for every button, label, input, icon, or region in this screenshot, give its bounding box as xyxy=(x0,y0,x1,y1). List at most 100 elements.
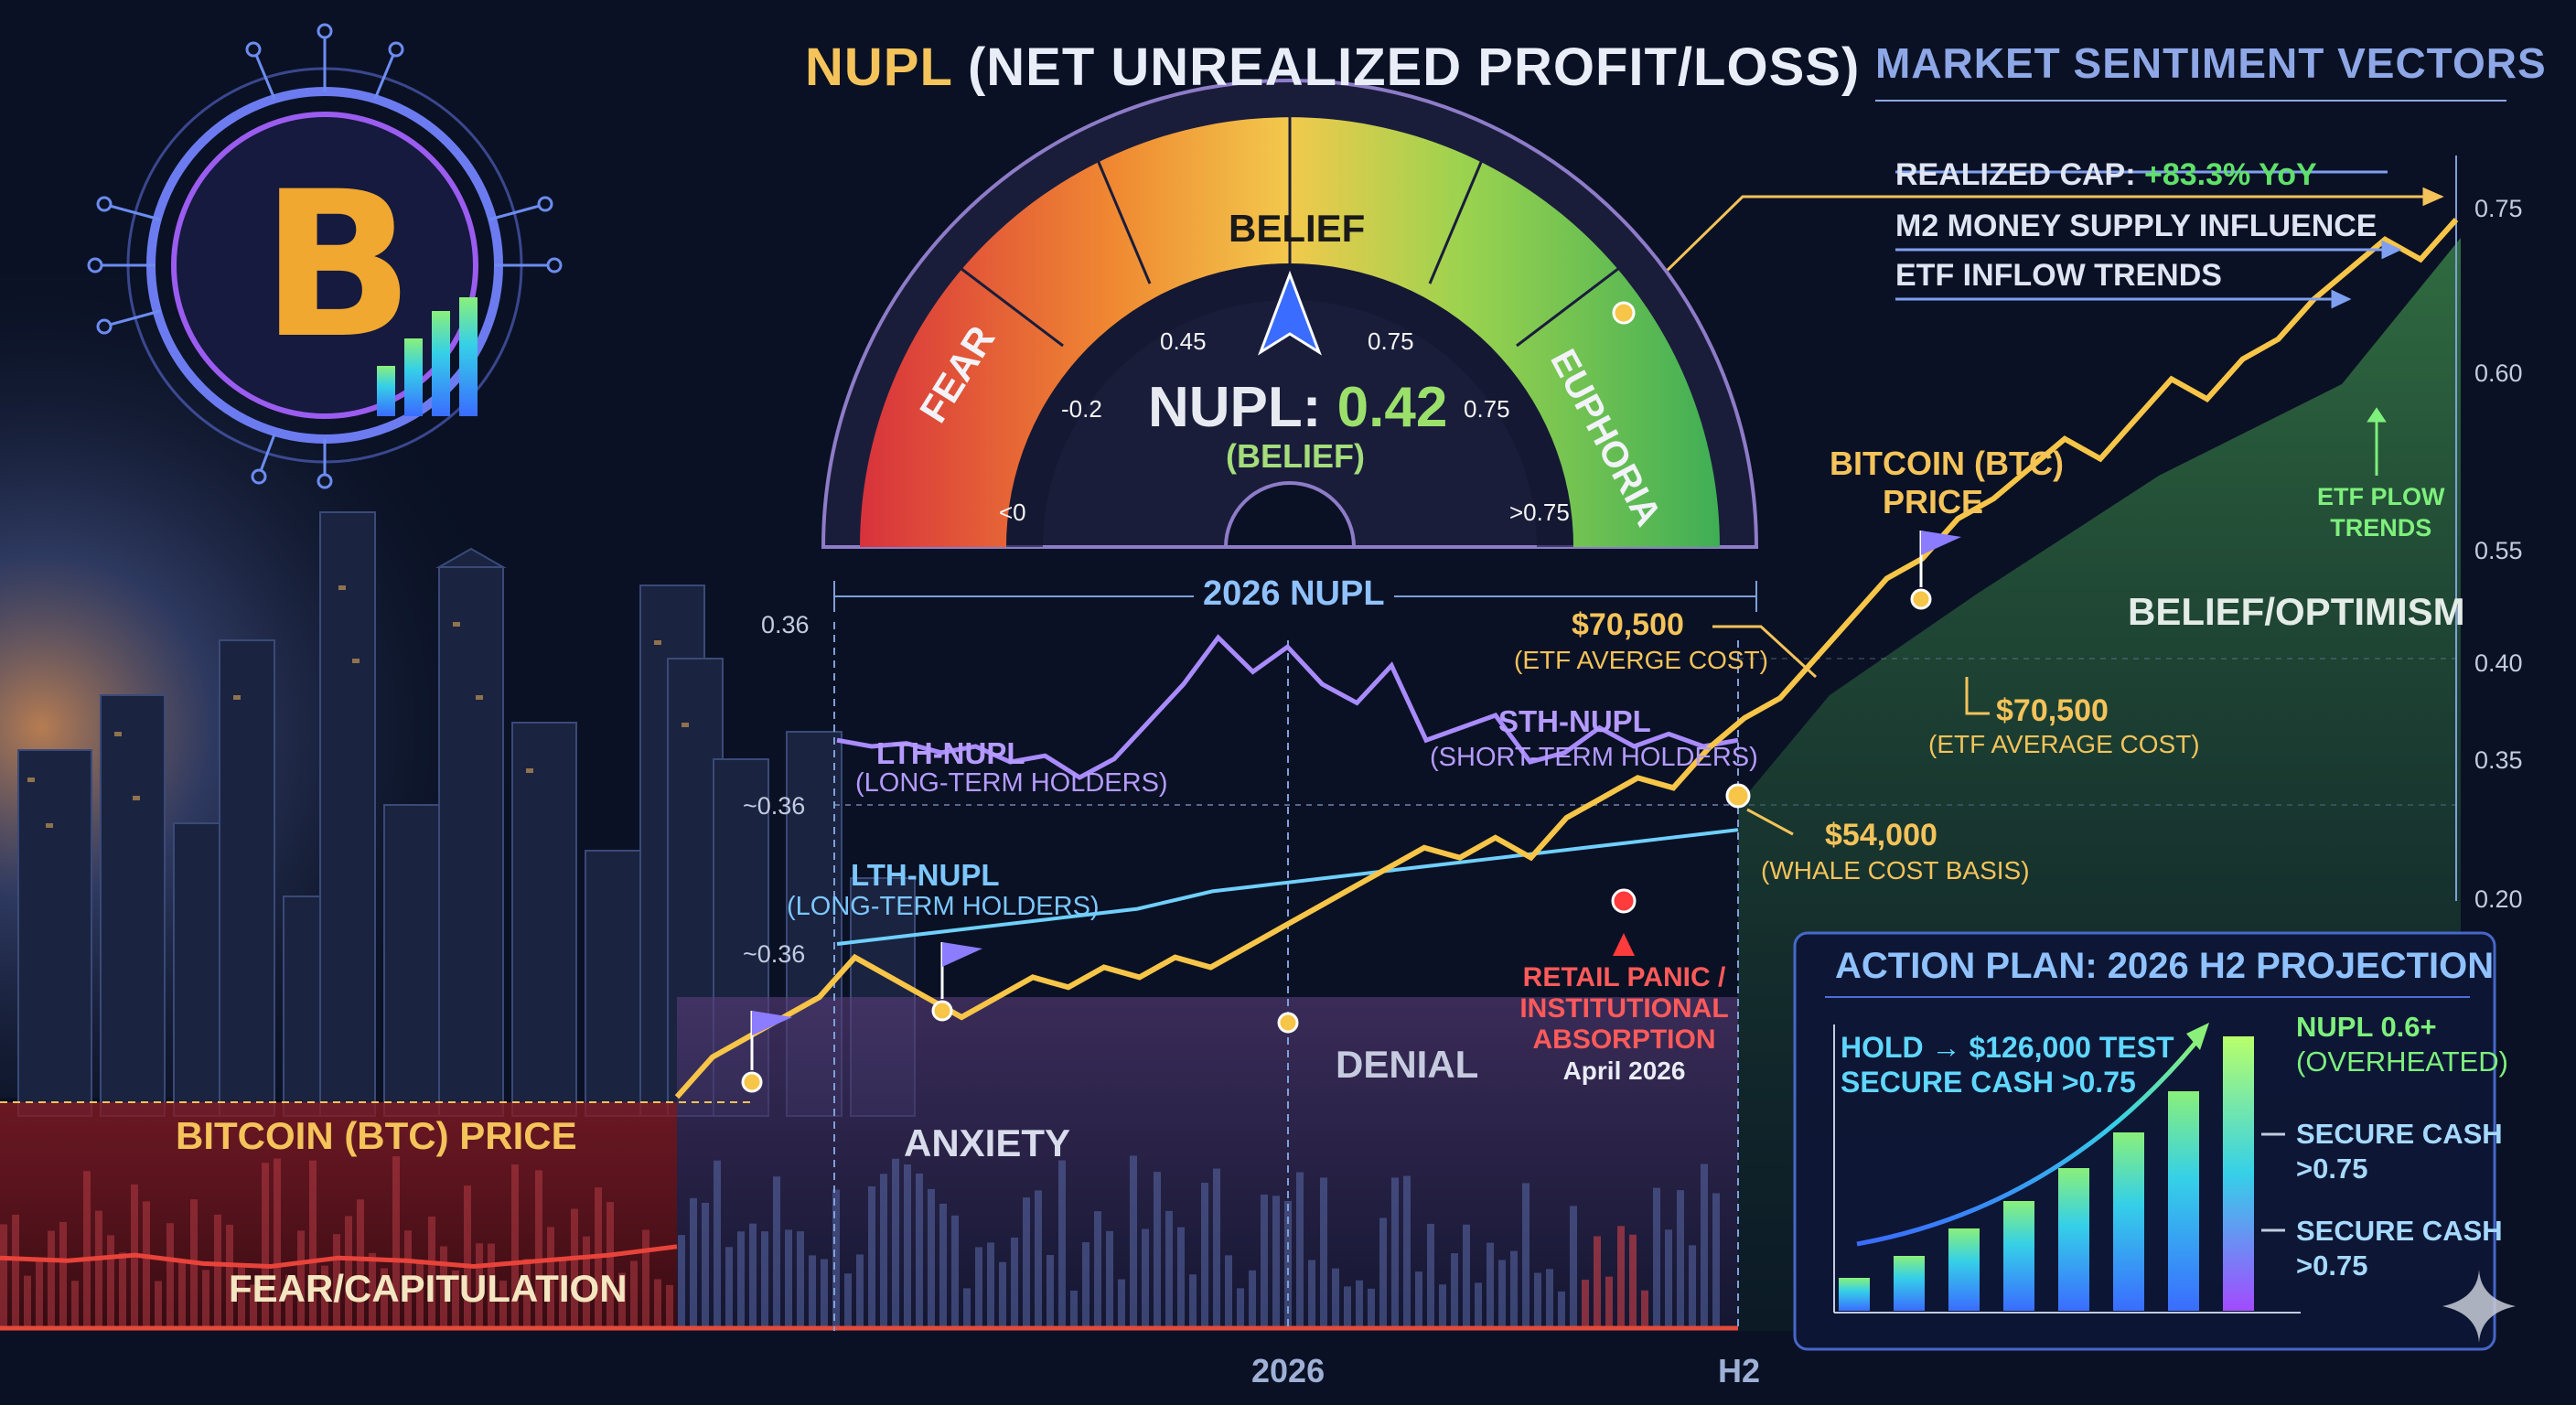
left-axis-tick-3: ~0.36 xyxy=(743,940,806,968)
volume-bar xyxy=(583,1236,590,1328)
volume-bar xyxy=(1332,1268,1339,1328)
gauge-zone-belief: BELIEF xyxy=(1229,207,1366,250)
annotation-etf-cost-2-sub: (ETF AVERAGE COST) xyxy=(1928,730,2200,758)
action-plan-bars xyxy=(1839,1036,2254,1311)
volume-bar xyxy=(71,1281,79,1328)
volume-bar xyxy=(416,1260,424,1328)
volume-bar xyxy=(1320,1177,1327,1328)
volume-bar xyxy=(821,1259,828,1328)
realized-cap-label: REALIZED CAP: xyxy=(1895,157,2144,192)
volume-bar xyxy=(107,1235,114,1328)
volume-bar xyxy=(1379,1217,1387,1328)
volume-bar xyxy=(178,1259,186,1328)
volume-bar xyxy=(571,1208,578,1328)
volume-bar xyxy=(1189,1274,1197,1328)
volume-bar xyxy=(1011,1237,1018,1328)
btc-price-fear-line xyxy=(0,1244,678,1270)
volume-bar xyxy=(702,1202,709,1328)
action-plan-title: ACTION PLAN: 2026 H2 PROJECTION xyxy=(1835,946,2495,986)
volume-bar xyxy=(1344,1286,1351,1328)
gauge-tick-below-zero: <0 xyxy=(999,499,1026,526)
sparkle-icon xyxy=(2442,1270,2516,1343)
volume-bar xyxy=(274,1158,281,1328)
vector-realized-cap: REALIZED CAP: +83.3% YoY xyxy=(1895,157,2317,193)
volume-bar xyxy=(59,1222,67,1328)
volume-bar xyxy=(333,1234,340,1328)
annotation-etf-cost-1-sub: (ETF AVERGE COST) xyxy=(1514,646,1768,674)
right-axis xyxy=(1738,156,2457,901)
annotation-whale-sub: (WHALE COST BASIS) xyxy=(1761,856,2030,885)
volume-bar xyxy=(1035,1190,1042,1328)
main-title: NUPL (NET UNREALIZED PROFIT/LOSS) xyxy=(805,37,1860,98)
volume-bar xyxy=(630,1260,638,1328)
retail-line1: RETAIL PANIC / xyxy=(1522,962,1726,992)
volume-bar xyxy=(856,1254,864,1328)
ap-right-2-l1: SECURE CASH xyxy=(2296,1118,2503,1150)
volume-bar xyxy=(1070,1290,1078,1328)
volume-bar xyxy=(1023,1197,1030,1328)
x-tick-2026: 2026 xyxy=(1251,1352,1326,1389)
volume-bar xyxy=(904,1164,911,1328)
volume-bar xyxy=(226,1224,233,1328)
zone-anxiety: ANXIETY xyxy=(904,1121,1071,1164)
volume-bar xyxy=(1403,1175,1411,1328)
vector-etf-inflow: ETF INFLOW TRENDS xyxy=(1895,258,2222,293)
gauge-tick-075-b: 0.75 xyxy=(1464,395,1510,423)
vector-m2-supply: M2 MONEY SUPPLY INFLUENCE xyxy=(1895,209,2377,243)
volume-bar xyxy=(868,1186,875,1328)
volume-bar xyxy=(999,1261,1006,1328)
gauge-tick-neg-02: -0.2 xyxy=(1061,395,1102,423)
volume-bar xyxy=(749,1223,757,1328)
volume-bar xyxy=(1427,1223,1434,1328)
right-axis-tick-035: 0.35 xyxy=(2474,746,2523,774)
volume-bar xyxy=(321,1265,328,1328)
volume-bar xyxy=(440,1246,447,1328)
action-plan-hold: HOLD → $126,000 TEST xyxy=(1841,1031,2174,1064)
volume-bar xyxy=(1391,1177,1399,1328)
volume-bar xyxy=(511,1164,519,1328)
volume-bar xyxy=(785,1229,792,1328)
volume-bars xyxy=(0,1155,1720,1328)
lth-trend-line xyxy=(836,828,1739,946)
volume-bar xyxy=(0,1224,7,1328)
volume-bar xyxy=(1249,1270,1256,1328)
volume-bar xyxy=(1546,1269,1553,1328)
volume-bar xyxy=(214,1214,221,1328)
volume-bar xyxy=(1487,1242,1494,1328)
volume-bar xyxy=(1594,1236,1601,1328)
volume-bar xyxy=(1118,1279,1125,1328)
volume-bar xyxy=(1629,1234,1637,1328)
retail-line2: INSTITUTIONAL xyxy=(1519,993,1729,1024)
volume-bar xyxy=(1510,1250,1518,1328)
nupl-reading: NUPL: 0.42 xyxy=(1148,375,1447,440)
volume-bar xyxy=(666,1284,673,1328)
right-axis-tick-075: 0.75 xyxy=(2474,195,2523,222)
ap-right-1-l1: NUPL 0.6+ xyxy=(2296,1011,2437,1043)
sentiment-vectors-title: MARKET SENTIMENT VECTORS xyxy=(1875,39,2547,87)
volume-bar xyxy=(1058,1160,1066,1328)
volume-bar xyxy=(238,1267,245,1328)
volume-bar xyxy=(499,1281,507,1328)
volume-bar xyxy=(119,1252,126,1328)
volume-bar xyxy=(1094,1211,1101,1328)
action-plan-bar xyxy=(1894,1256,1925,1311)
volume-bar xyxy=(916,1173,923,1328)
volume-bar xyxy=(1082,1242,1089,1328)
volume-bar xyxy=(1106,1230,1113,1328)
volume-bar xyxy=(1261,1194,1268,1328)
nupl-gauge xyxy=(821,79,1759,549)
volume-bar xyxy=(939,1203,947,1328)
volume-bar xyxy=(535,1170,542,1328)
volume-bar xyxy=(1582,1280,1589,1328)
lth-trend-label: LTH-NUPL xyxy=(851,858,1000,892)
gauge-tick-045: 0.45 xyxy=(1160,327,1207,355)
volume-bar xyxy=(48,1230,55,1328)
title-highlight: NUPL xyxy=(805,38,952,97)
volume-bar xyxy=(737,1231,745,1328)
volume-bar xyxy=(262,1163,269,1328)
lth-nupl-sub: (LONG-TERM HOLDERS) xyxy=(855,768,1168,798)
lth-nupl-label: LTH-NUPL xyxy=(876,736,1025,770)
volume-bar xyxy=(1641,1290,1648,1328)
